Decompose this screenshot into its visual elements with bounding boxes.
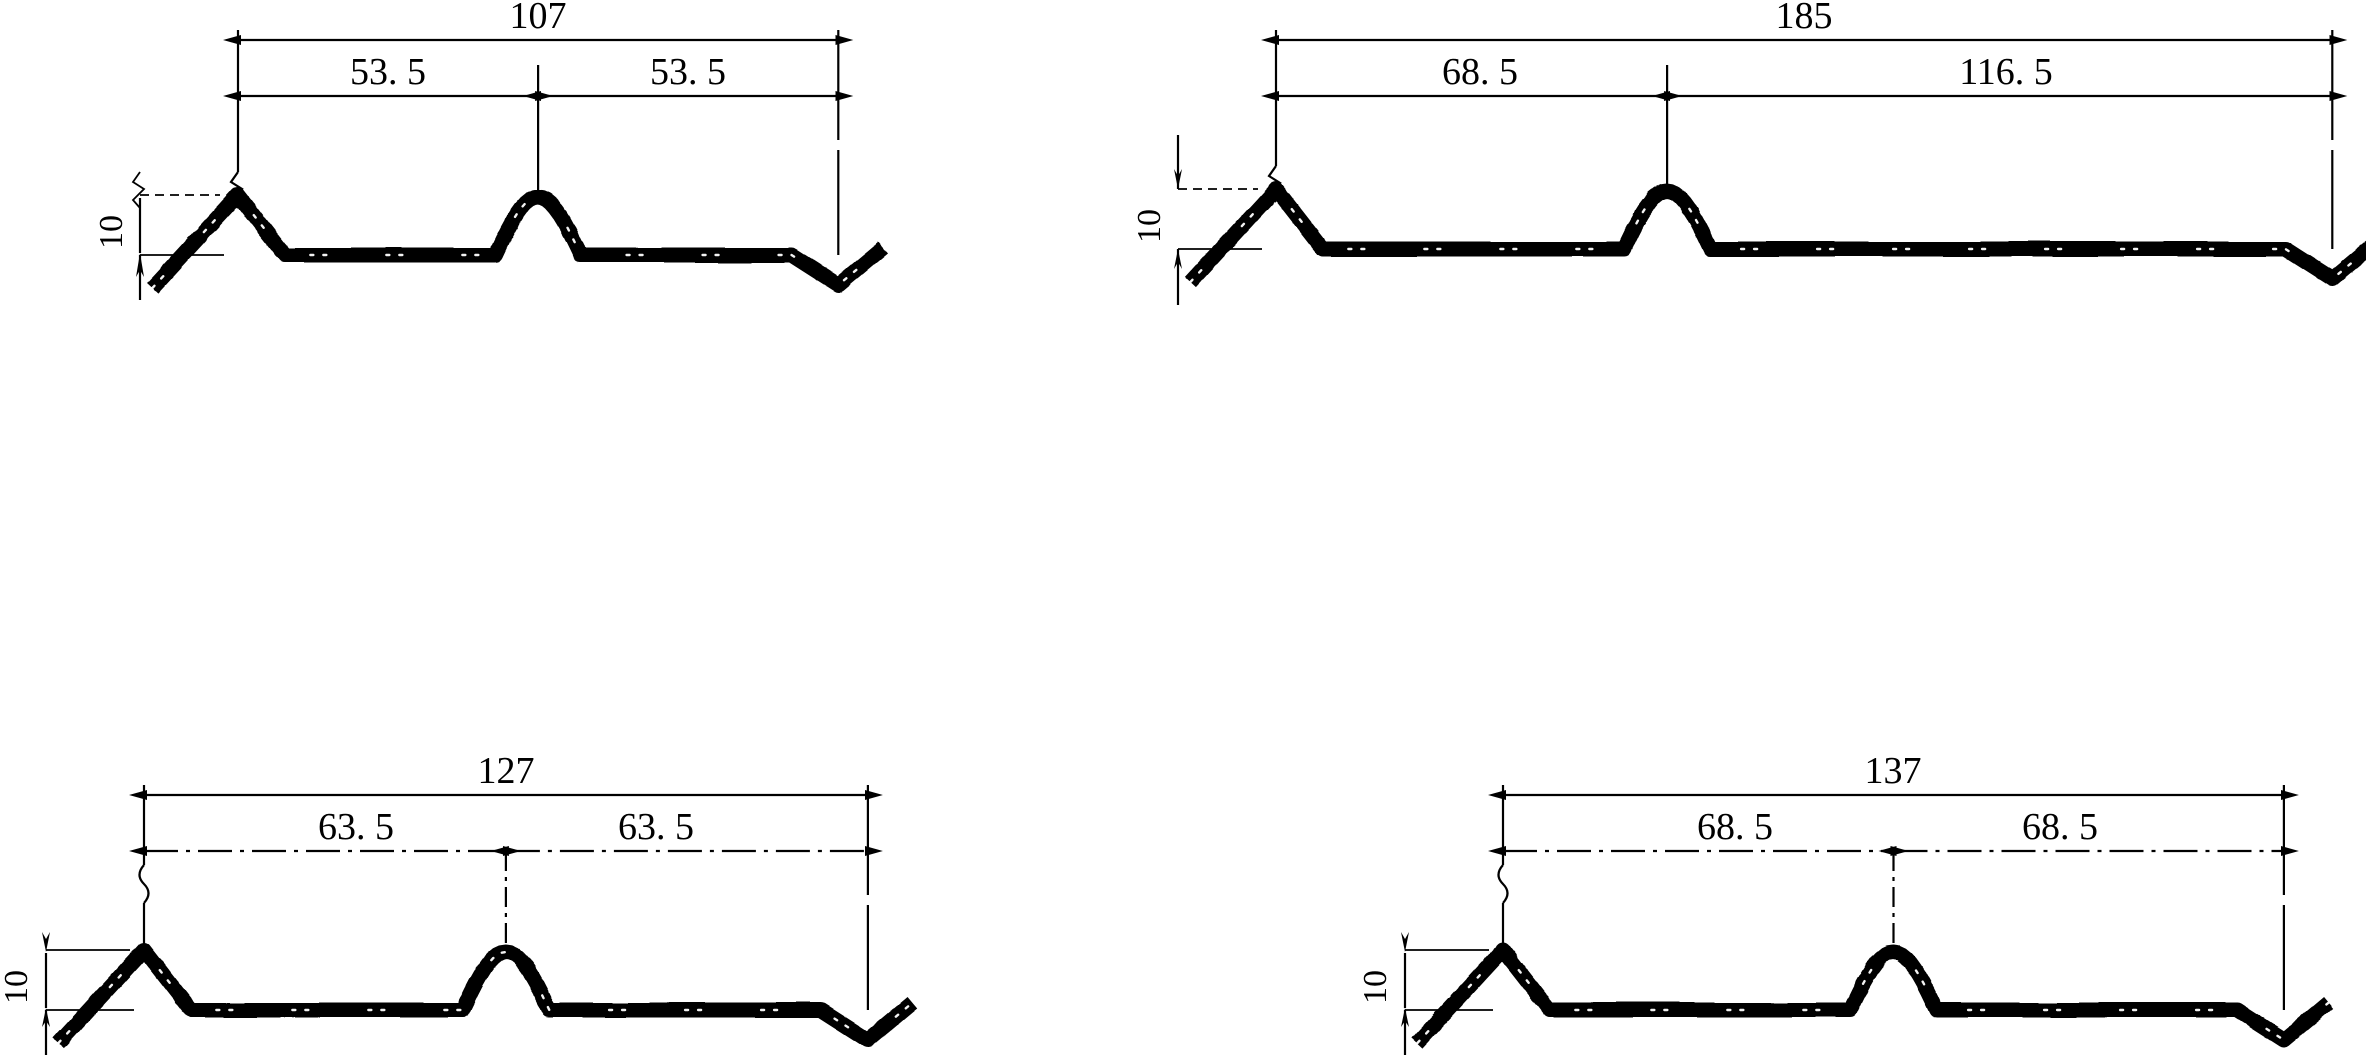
svg-text:68. 5: 68. 5 — [1697, 806, 1773, 848]
svg-text:10: 10 — [93, 215, 130, 249]
svg-text:53. 5: 53. 5 — [650, 51, 726, 93]
svg-text:127: 127 — [478, 750, 535, 792]
svg-text:185: 185 — [1776, 0, 1833, 37]
svg-text:53. 5: 53. 5 — [350, 51, 426, 93]
svg-text:10: 10 — [1131, 209, 1168, 243]
svg-text:68. 5: 68. 5 — [2022, 806, 2098, 848]
svg-text:68. 5: 68. 5 — [1442, 51, 1518, 93]
svg-text:137: 137 — [1865, 750, 1922, 792]
svg-text:116. 5: 116. 5 — [1959, 51, 2053, 93]
svg-text:10: 10 — [1357, 970, 1394, 1004]
svg-text:10: 10 — [0, 970, 35, 1004]
svg-text:107: 107 — [510, 0, 567, 37]
svg-text:63. 5: 63. 5 — [318, 806, 394, 848]
svg-text:63. 5: 63. 5 — [618, 806, 694, 848]
